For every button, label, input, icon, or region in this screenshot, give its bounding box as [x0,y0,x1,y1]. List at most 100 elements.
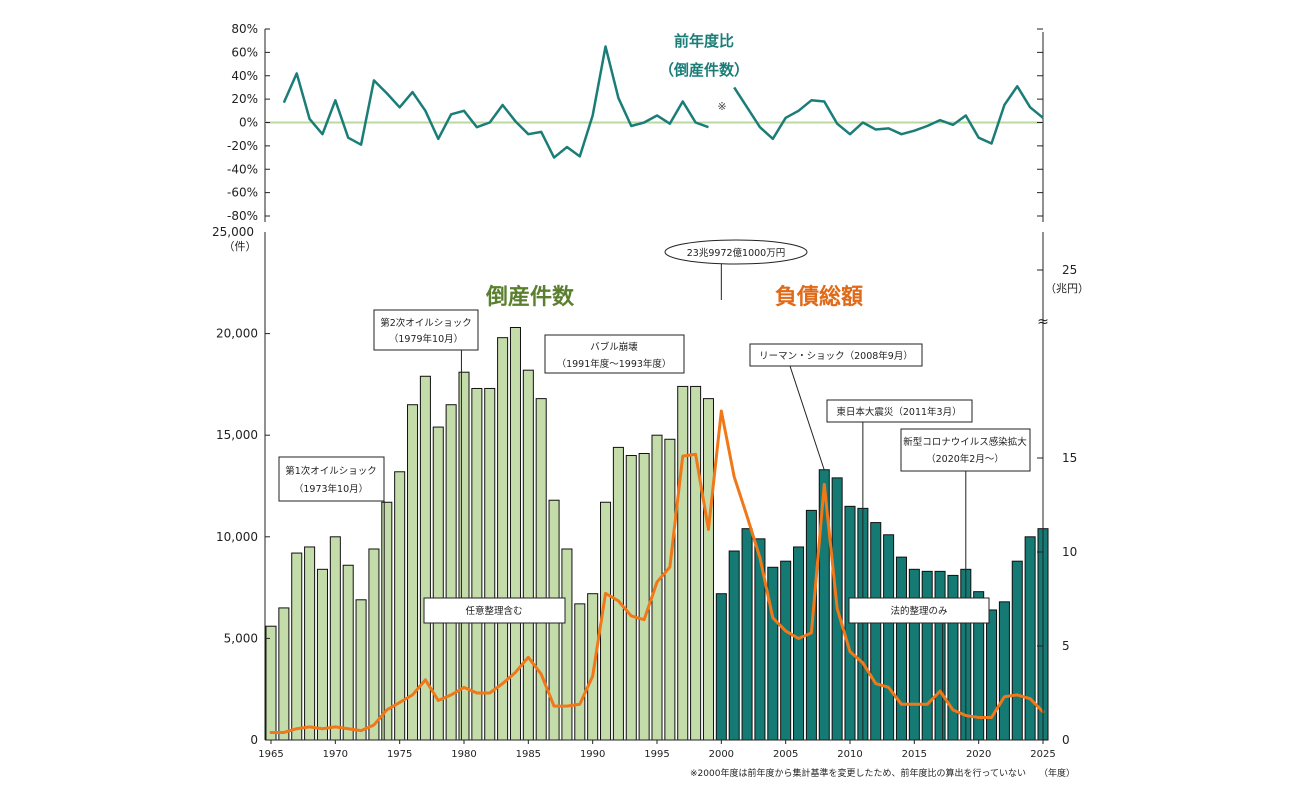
debt-y-ticks: 25 15 10 5 0 [1037,263,1077,747]
bar-1970 [329,536,341,741]
bar-1972 [355,599,367,741]
left-unit: （件） [224,240,257,253]
bars [265,327,1049,741]
bar-1993 [625,455,637,741]
bar-2013 [883,534,895,741]
bar-1984 [509,327,521,741]
yoy-lines [282,45,1044,159]
footnote: ※2000年度は前年度から集計基準を変更したため、前年度比の算出を行っていない [690,767,1026,779]
bar-1969 [316,568,328,741]
count-tick-label: 0 [250,733,258,747]
x-tick-label: 1975 [387,749,412,760]
bar-1995 [651,434,663,741]
bar-2015 [908,568,920,741]
bar-2000 [715,593,727,741]
callout-oil2-line1: 第2次オイルショック [380,317,472,329]
yoy-y-ticks: 80% 60% 40% 20% 0% -20% -40% -60% -80% [227,22,1043,223]
bar-1967 [291,552,303,741]
bar-1988 [561,548,573,741]
right-unit: （兆円） [1045,282,1089,295]
x-tick-label: 2015 [902,749,927,760]
bar-1997 [677,385,689,741]
bar-2022 [998,601,1010,741]
callout-covid: 新型コロナウイルス感染拡大 （2020年2月～） [900,428,1031,472]
bar-2004 [767,566,779,741]
bar-1973 [368,548,380,741]
debt-line [269,409,1045,734]
callout-bubble-line2: （1991年度～1993年度） [557,358,672,370]
x-tick-label: 2005 [773,749,798,760]
bar-2014 [895,556,907,741]
count-tick-label: 15,000 [216,428,258,442]
yoy-tick-label: -20% [227,139,258,153]
yoy-tick-label: 20% [231,92,258,106]
callout-covid-line2: （2020年2月～） [926,453,1004,465]
x-tick-label: 2000 [709,749,734,760]
yoy-panel: 80% 60% 40% 20% 0% -20% -40% -60% -80% 前年度比 （倒産件… [227,22,1044,223]
yoy-tick-label: 80% [231,22,258,36]
yoy-tick-label: -60% [227,186,258,200]
callout-peak-debt: 23兆9972億1000万円 [664,239,808,265]
bar-2001 [728,550,740,741]
x-tick-label: 1995 [644,749,669,760]
yoy-line-segment [282,45,709,159]
callout-pointer [789,365,825,471]
x-ticks: 1965 1970 1975 1980 1985 1990 1995 2000 2005 2010… [258,740,1056,760]
bar-2021 [986,609,998,741]
x-unit: （年度） [1039,767,1075,779]
debt-tick-label: 0 [1062,733,1070,747]
x-tick-label: 2025 [1030,749,1055,760]
bankrupt-count-title: 倒産件数 [485,284,575,310]
bar-2016 [921,570,933,741]
bar-1979 [445,404,457,741]
callout-covid-line1: 新型コロナウイルス感染拡大 [903,436,1027,448]
bar-1982 [484,387,496,741]
x-tick-label: 1965 [258,749,283,760]
bar-2012 [870,522,882,741]
bar-1992 [612,446,624,741]
bar-1994 [638,452,650,741]
debt-tick-label: 10 [1062,545,1077,559]
count-tick-label: 5,000 [224,631,258,645]
bar-1998 [690,385,702,741]
callout-bubble: バブル崩壊 （1991年度～1993年度） [544,334,685,374]
count-tick-label: 20,000 [216,327,258,341]
bar-1971 [342,564,354,741]
x-tick-label: 1985 [516,749,541,760]
yoy-note-mark: ※ [717,100,726,113]
yoy-tick-label: 60% [231,45,258,59]
axis-break-mark: ≈ [1037,314,1049,330]
label-voluntary-text: 任意整理含む [465,605,522,617]
callout-oil2: 第2次オイルショック （1979年10月） [373,309,479,351]
debt-tick-label: 25 [1062,263,1077,277]
x-tick-label: 2010 [837,749,862,760]
bar-2017 [934,570,946,741]
debt-tick-label: 15 [1062,451,1077,465]
bar-2005 [780,560,792,741]
label-voluntary: 任意整理含む [423,597,566,624]
yoy-tick-label: -80% [227,209,258,223]
count-tick-label: 25,000 [212,225,254,239]
callout-quake: 東日本大震災（2011年3月） [826,399,973,423]
count-tick-label: 10,000 [216,530,258,544]
bar-2006 [793,546,805,741]
x-tick-label: 1980 [451,749,476,760]
bar-1968 [304,546,316,741]
callout-oil1-line2: （1973年10月） [294,483,368,495]
callout-lehman-text: リーマン・ショック（2008年9月） [759,350,913,362]
x-tick-label: 2020 [966,749,991,760]
bar-1965 [265,625,277,741]
label-legal-only: 法的整理のみ [848,597,990,624]
bar-1974 [381,501,393,741]
bar-1996 [664,438,676,741]
bar-1999 [702,398,714,741]
callout-oil1: 第1次オイルショック （1973年10月） [278,456,385,502]
bar-2002 [741,528,753,741]
bar-1966 [278,607,290,741]
total-debt-title: 負債総額 [775,284,863,310]
yoy-tick-label: 40% [231,69,258,83]
callout-peak-debt-text: 23兆9972億1000万円 [687,247,785,259]
bar-1980 [458,371,470,741]
